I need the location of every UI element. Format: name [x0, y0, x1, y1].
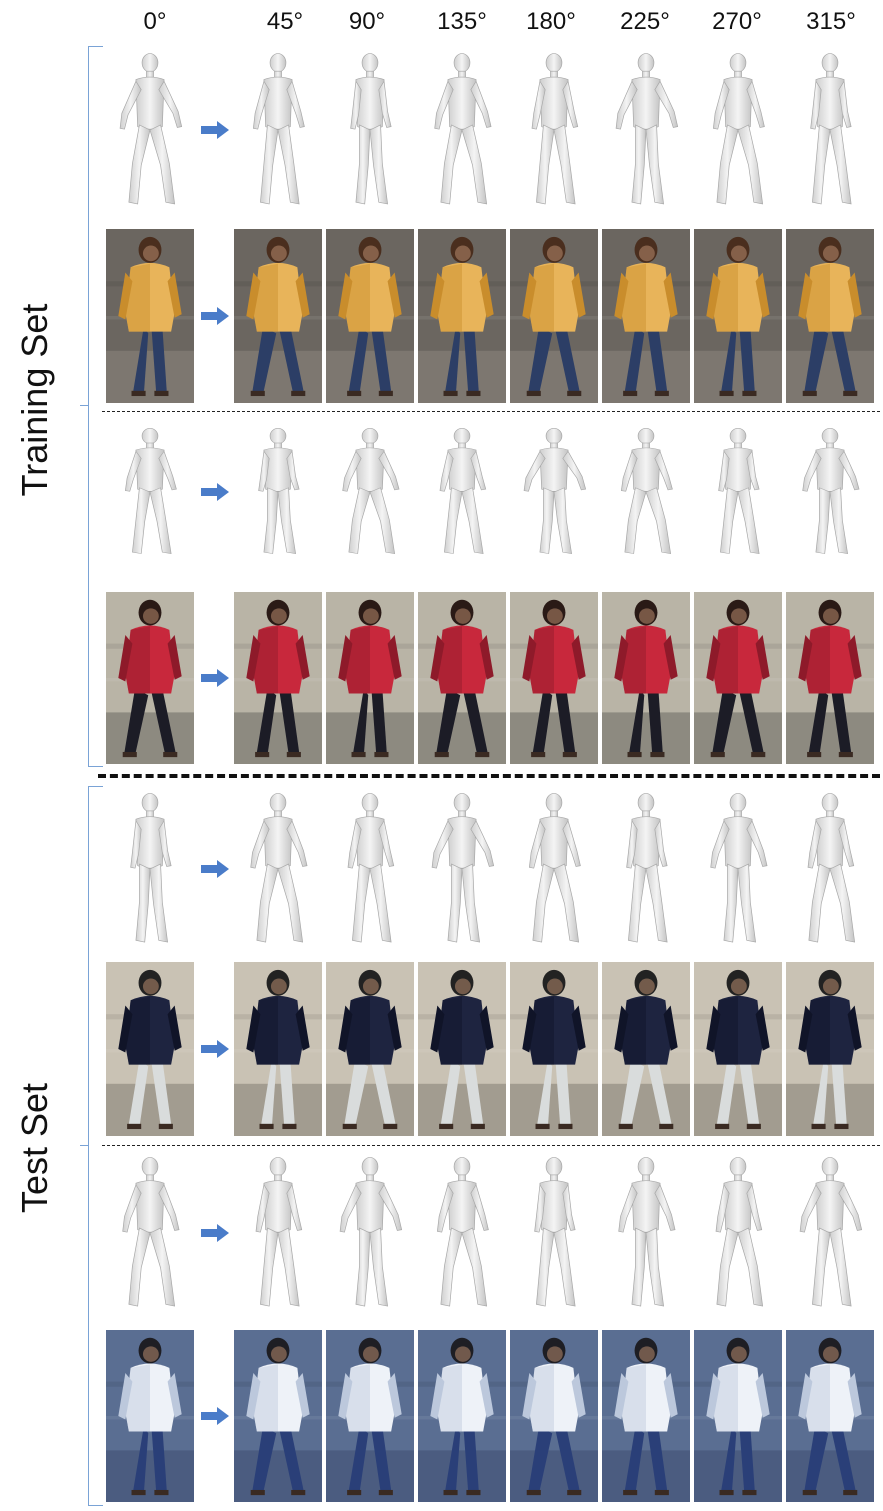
person-photo-image-1 — [234, 229, 322, 403]
right-arrow-icon — [200, 1039, 230, 1059]
person-photo-image-3 — [418, 229, 506, 403]
body-mesh-image-1 — [234, 46, 322, 214]
body-mesh-image-5 — [602, 1150, 690, 1316]
person-photo-image-4 — [510, 229, 598, 403]
angle-label-315: 315° — [806, 8, 856, 35]
body-mesh-image-2 — [326, 786, 414, 952]
body-mesh-image-3 — [418, 422, 506, 562]
person-photo-image-3 — [418, 962, 506, 1136]
body-mesh-image-1 — [234, 422, 322, 562]
body-mesh-image-3 — [418, 1150, 506, 1316]
body-mesh-image-7 — [786, 786, 874, 952]
angle-label-135: 135° — [437, 8, 487, 35]
body-mesh-image-4 — [510, 786, 598, 952]
body-mesh-image-2 — [326, 46, 414, 214]
body-mesh-image-2 — [326, 1150, 414, 1316]
person-photo-image-2 — [326, 962, 414, 1136]
test-bracket — [88, 786, 103, 1506]
figure-row-5-photo — [0, 962, 883, 1136]
body-mesh-image-5 — [602, 46, 690, 214]
person-photo-image-6 — [694, 592, 782, 764]
body-mesh-image-6 — [694, 786, 782, 952]
training-bracket — [88, 46, 103, 767]
body-mesh-image-1 — [234, 786, 322, 952]
right-arrow-icon — [200, 668, 230, 688]
person-photo-image-1 — [234, 1330, 322, 1502]
angle-label-45: 45° — [266, 8, 304, 35]
angle-label-0: 0° — [143, 8, 167, 35]
angle-label-270: 270° — [712, 8, 762, 35]
figure-row-3-photo — [0, 592, 883, 764]
person-photo-image-5 — [602, 1330, 690, 1502]
person-photo-image-7 — [786, 1330, 874, 1502]
person-photo-image-0 — [106, 229, 194, 403]
right-arrow-icon — [200, 306, 230, 326]
body-mesh-image-0 — [106, 1150, 194, 1316]
figure-row-0-mesh — [0, 46, 883, 214]
person-photo-image-3 — [418, 592, 506, 764]
body-mesh-image-0 — [106, 46, 194, 214]
set-divider — [98, 774, 880, 778]
right-arrow-icon — [200, 482, 230, 502]
person-photo-image-1 — [234, 962, 322, 1136]
angle-label-225: 225° — [620, 8, 670, 35]
body-mesh-image-0 — [106, 422, 194, 562]
figure-row-4-mesh — [0, 786, 883, 952]
body-mesh-image-4 — [510, 46, 598, 214]
person-photo-image-5 — [602, 962, 690, 1136]
person-photo-image-4 — [510, 592, 598, 764]
body-mesh-image-7 — [786, 46, 874, 214]
right-arrow-icon — [200, 1223, 230, 1243]
training-divider — [102, 411, 880, 412]
body-mesh-image-4 — [510, 422, 598, 562]
angle-label-90: 90° — [348, 8, 386, 35]
body-mesh-image-7 — [786, 1150, 874, 1316]
figure-row-6-mesh — [0, 1150, 883, 1316]
person-photo-image-0 — [106, 962, 194, 1136]
angle-label-180: 180° — [526, 8, 576, 35]
body-mesh-image-4 — [510, 1150, 598, 1316]
person-photo-image-2 — [326, 592, 414, 764]
body-mesh-image-5 — [602, 786, 690, 952]
person-photo-image-0 — [106, 1330, 194, 1502]
test-bracket-tick — [80, 1145, 89, 1146]
person-photo-image-7 — [786, 229, 874, 403]
person-photo-image-4 — [510, 962, 598, 1136]
figure-row-1-photo — [0, 229, 883, 403]
person-photo-image-5 — [602, 592, 690, 764]
body-mesh-image-6 — [694, 422, 782, 562]
person-photo-image-2 — [326, 229, 414, 403]
body-mesh-image-2 — [326, 422, 414, 562]
body-mesh-image-6 — [694, 46, 782, 214]
body-mesh-image-7 — [786, 422, 874, 562]
person-photo-image-7 — [786, 592, 874, 764]
body-mesh-image-3 — [418, 46, 506, 214]
person-photo-image-1 — [234, 592, 322, 764]
figure-caption — [105, 1497, 875, 1511]
person-photo-image-0 — [106, 592, 194, 764]
person-photo-image-7 — [786, 962, 874, 1136]
test-divider — [102, 1145, 880, 1146]
body-mesh-image-5 — [602, 422, 690, 562]
person-photo-image-2 — [326, 1330, 414, 1502]
figure-row-7-photo — [0, 1330, 883, 1502]
person-photo-image-4 — [510, 1330, 598, 1502]
body-mesh-image-0 — [106, 786, 194, 952]
body-mesh-image-3 — [418, 786, 506, 952]
right-arrow-icon — [200, 1406, 230, 1426]
person-photo-image-6 — [694, 229, 782, 403]
person-photo-image-5 — [602, 229, 690, 403]
person-photo-image-6 — [694, 962, 782, 1136]
figure-row-2-mesh — [0, 422, 883, 562]
person-photo-image-6 — [694, 1330, 782, 1502]
person-photo-image-3 — [418, 1330, 506, 1502]
right-arrow-icon — [200, 859, 230, 879]
training-bracket-tick — [80, 405, 89, 406]
body-mesh-image-1 — [234, 1150, 322, 1316]
right-arrow-icon — [200, 120, 230, 140]
angle-header: 0° 45° 90° 135° 180° 225° 270° 315° — [0, 8, 883, 42]
body-mesh-image-6 — [694, 1150, 782, 1316]
